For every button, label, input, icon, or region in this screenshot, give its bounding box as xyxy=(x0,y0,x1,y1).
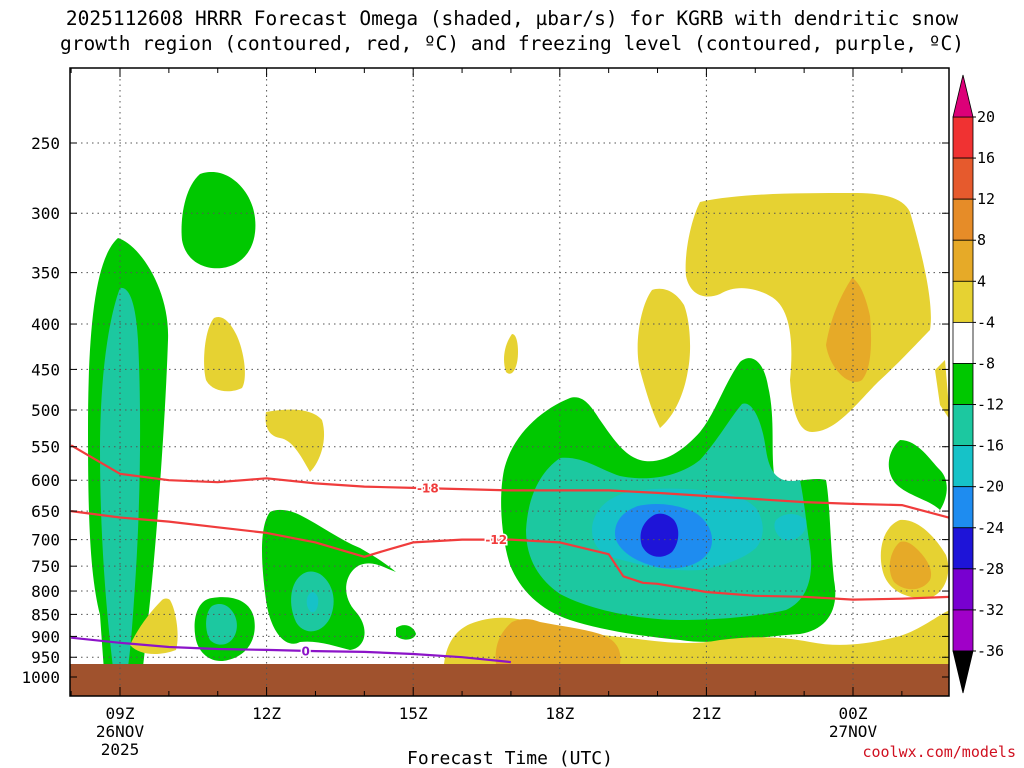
omega-region-yellow-upper-right xyxy=(685,193,931,432)
colorbar-swatch xyxy=(952,404,974,447)
colorbar-swatch xyxy=(952,157,974,200)
omega-region-gold-low-band xyxy=(495,619,621,664)
y-tick-label: 350 xyxy=(31,264,60,283)
contour-label--18: -18 xyxy=(417,482,439,496)
omega-region-darkblue-central xyxy=(640,513,679,557)
colorbar-swatch xyxy=(952,239,974,282)
contour-line--18 xyxy=(70,444,949,519)
contour-line-0 xyxy=(70,636,512,664)
credit-text: coolwx.com/models xyxy=(862,743,1016,761)
colorbar-swatch xyxy=(952,609,974,652)
colorbar-swatch xyxy=(952,280,974,323)
x-tick-label: 09Z xyxy=(106,704,135,723)
colorbar-swatch xyxy=(952,568,974,611)
x-tick-date: 27NOV xyxy=(829,722,878,741)
x-tick-label: 15Z xyxy=(399,704,428,723)
omega-region-gold-upper-right xyxy=(826,278,872,382)
y-tick-label: 400 xyxy=(31,315,60,334)
omega-region-yellow-d xyxy=(504,334,518,374)
grid-lines xyxy=(70,68,949,696)
colorbar-swatch xyxy=(952,321,974,364)
chart-title-line-1: 2025112608 HRRR Forecast Omega (shaded, … xyxy=(65,7,959,30)
omega-region-teal-left xyxy=(100,287,141,694)
contour-label-0: 0 xyxy=(302,644,310,658)
colorbar-label: 12 xyxy=(977,190,995,208)
x-tick-year: 2025 xyxy=(101,740,140,759)
temperature-contours: -18 -12 0 xyxy=(70,444,949,664)
omega-region-yellow-tongue xyxy=(637,288,691,428)
y-tick-label: 950 xyxy=(31,648,60,667)
colorbar-swatch xyxy=(952,527,974,570)
omega-region-green-far-right xyxy=(888,440,947,510)
colorbar-label: 20 xyxy=(977,108,995,126)
omega-region-yellow-b xyxy=(265,409,325,472)
y-tick-label: 300 xyxy=(31,204,60,223)
contour-line--12 xyxy=(70,510,949,601)
colorbar-label: -36 xyxy=(977,642,1004,660)
omega-region-yellow-c xyxy=(130,598,178,655)
y-tick-label: 750 xyxy=(31,557,60,576)
colorbar-label: -24 xyxy=(977,519,1004,537)
y-tick-label: 450 xyxy=(31,360,60,379)
colorbar-label: -20 xyxy=(977,478,1004,496)
omega-region-green-upper xyxy=(181,172,256,269)
x-tick-label: 00Z xyxy=(839,704,868,723)
colorbar-label: -16 xyxy=(977,437,1004,455)
colorbar-label: 8 xyxy=(977,231,986,249)
y-tick-label: 800 xyxy=(31,582,60,601)
chart-title: 2025112608 HRRR Forecast Omega (shaded, … xyxy=(0,6,1024,56)
omega-region-gold-right-low xyxy=(889,541,932,590)
chart-title-line-2: growth region (contoured, red, ºC) and f… xyxy=(60,32,964,55)
omega-region-yellow-a xyxy=(204,316,245,392)
y-tick-label: 550 xyxy=(31,438,60,457)
y-tick-label: 900 xyxy=(31,627,60,646)
colorbar-label: -4 xyxy=(977,313,995,331)
y-tick-label: 500 xyxy=(31,401,60,420)
x-axis-title: Forecast Time (UTC) xyxy=(407,748,613,768)
colorbar-swatch xyxy=(952,486,974,529)
contour-label--12: -12 xyxy=(485,533,507,547)
plot-border xyxy=(69,67,950,697)
y-tick-label: 1000 xyxy=(21,668,60,687)
colorbar-swatch xyxy=(952,198,974,241)
colorbar-min-triangle xyxy=(952,650,974,694)
omega-shading xyxy=(88,172,949,696)
colorbar-label: -32 xyxy=(977,601,1004,619)
y-tick-label: 700 xyxy=(31,531,60,550)
y-tick-label: 250 xyxy=(31,134,60,153)
y-tick-label: 650 xyxy=(31,502,60,521)
y-tick-label: 850 xyxy=(31,605,60,624)
y-axis: 250 300 350 400 450 500 550 600 650 700 750 800 850 9… xyxy=(21,134,949,687)
omega-region-green-mid xyxy=(262,509,416,650)
omega-region-cyan-mid xyxy=(306,592,319,613)
omega-region-yellow-right-edge xyxy=(935,360,949,419)
colorbar-label: 16 xyxy=(977,149,995,167)
colorbar-label: -28 xyxy=(977,560,1004,578)
colorbar-label: -12 xyxy=(977,396,1004,414)
colorbar-swatch xyxy=(952,445,974,488)
x-tick-date: 26NOV xyxy=(96,722,145,741)
x-tick-label: 18Z xyxy=(545,704,574,723)
x-tick-label: 12Z xyxy=(252,704,281,723)
colorbar: 20 16 12 8 4 -4 -8 -12 -16 -20 -24 -28 -32 -36 xyxy=(952,74,1004,694)
colorbar-label: -8 xyxy=(977,354,995,372)
x-tick-label: 21Z xyxy=(692,704,721,723)
colorbar-label: 4 xyxy=(977,272,986,290)
ground-layer xyxy=(70,664,949,696)
colorbar-max-triangle xyxy=(952,74,974,118)
colorbar-swatch xyxy=(952,363,974,405)
colorbar-swatch xyxy=(952,116,974,159)
y-tick-label: 600 xyxy=(31,471,60,490)
